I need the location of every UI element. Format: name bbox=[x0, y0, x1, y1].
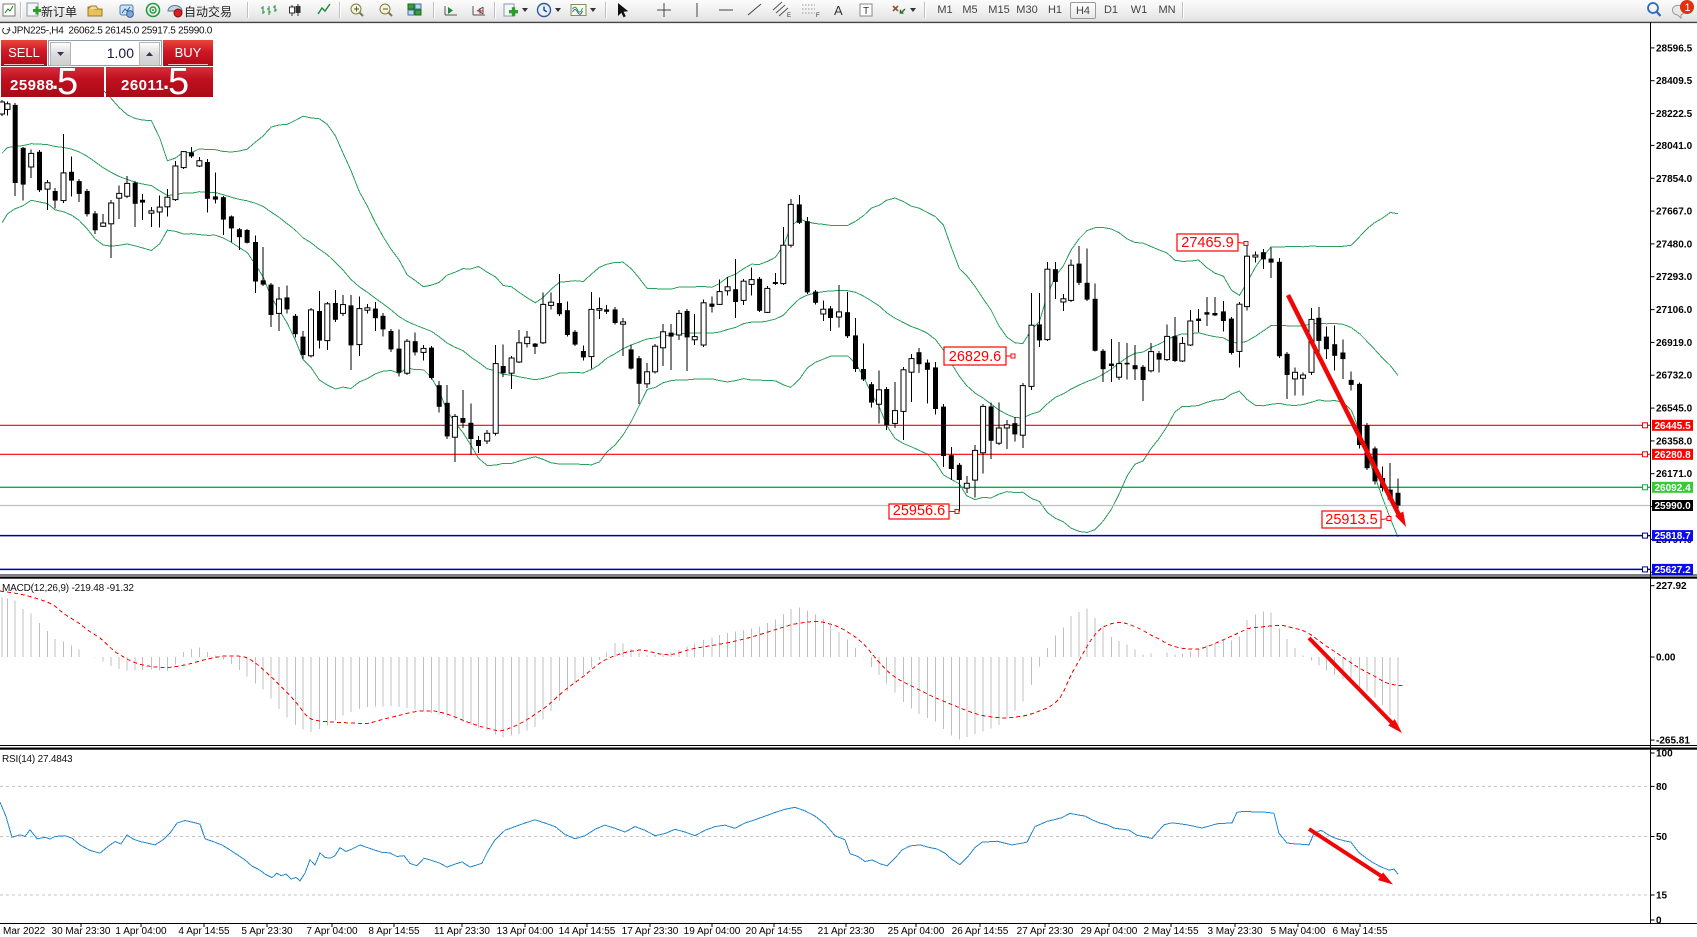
svg-text:5 Apr 23:30: 5 Apr 23:30 bbox=[241, 926, 293, 937]
svg-text:227.92: 227.92 bbox=[1656, 581, 1687, 592]
svg-text:1 Apr 04:00: 1 Apr 04:00 bbox=[115, 926, 167, 937]
svg-text:28222.5: 28222.5 bbox=[1656, 109, 1693, 120]
svg-text:6 May 14:55: 6 May 14:55 bbox=[1332, 926, 1387, 937]
svg-text:0: 0 bbox=[1656, 916, 1662, 927]
svg-text:11 Apr 23:30: 11 Apr 23:30 bbox=[434, 926, 490, 937]
svg-text:27106.0: 27106.0 bbox=[1656, 305, 1693, 316]
svg-text:A: A bbox=[834, 3, 843, 18]
svg-text:21 Apr 23:30: 21 Apr 23:30 bbox=[818, 926, 875, 937]
svg-text:27854.0: 27854.0 bbox=[1656, 174, 1693, 185]
svg-text:5 May 04:00: 5 May 04:00 bbox=[1270, 926, 1325, 937]
svg-text:27667.0: 27667.0 bbox=[1656, 207, 1693, 218]
svg-text:JPN225-,H4 26062.5 26145.0 25: JPN225-,H4 26062.5 26145.0 25917.5 25990… bbox=[12, 26, 213, 37]
svg-text:26092.4: 26092.4 bbox=[1655, 483, 1692, 494]
svg-text:26732.0: 26732.0 bbox=[1656, 371, 1693, 382]
svg-text:T: T bbox=[863, 6, 869, 17]
svg-text:14 Apr 14:55: 14 Apr 14:55 bbox=[559, 926, 616, 937]
svg-text:26545.0: 26545.0 bbox=[1656, 404, 1693, 415]
svg-text:26280.8: 26280.8 bbox=[1655, 450, 1692, 461]
svg-text:27480.0: 27480.0 bbox=[1656, 239, 1693, 250]
svg-text:29 Apr 04:00: 29 Apr 04:00 bbox=[1081, 926, 1138, 937]
svg-text:Mar 2022: Mar 2022 bbox=[3, 926, 46, 937]
svg-text:25956.6: 25956.6 bbox=[893, 503, 945, 519]
svg-text:100: 100 bbox=[1656, 749, 1673, 760]
svg-text:80: 80 bbox=[1656, 782, 1668, 793]
svg-text:F: F bbox=[816, 13, 820, 19]
svg-text:26358.0: 26358.0 bbox=[1656, 436, 1693, 447]
svg-text:2 May 14:55: 2 May 14:55 bbox=[1143, 926, 1198, 937]
svg-text:25818.7: 25818.7 bbox=[1655, 531, 1692, 542]
svg-text:7 Apr 04:00: 7 Apr 04:00 bbox=[306, 926, 358, 937]
svg-text:15: 15 bbox=[1656, 891, 1668, 902]
svg-text:19 Apr 04:00: 19 Apr 04:00 bbox=[684, 926, 741, 937]
svg-text:1: 1 bbox=[1685, 2, 1691, 14]
svg-text:-265.81: -265.81 bbox=[1656, 736, 1690, 747]
svg-text:28596.5: 28596.5 bbox=[1656, 43, 1693, 54]
svg-text:E: E bbox=[787, 13, 791, 19]
svg-text:27 Apr 23:30: 27 Apr 23:30 bbox=[1017, 926, 1074, 937]
svg-text:13 Apr 04:00: 13 Apr 04:00 bbox=[497, 926, 554, 937]
svg-text:20 Apr 14:55: 20 Apr 14:55 bbox=[746, 926, 803, 937]
svg-text:8 Apr 14:55: 8 Apr 14:55 bbox=[368, 926, 420, 937]
svg-text:26171.0: 26171.0 bbox=[1656, 469, 1693, 480]
svg-text:RSI(14) 27.4843: RSI(14) 27.4843 bbox=[2, 754, 73, 765]
svg-text:26 Apr 14:55: 26 Apr 14:55 bbox=[952, 926, 1009, 937]
svg-text:3 May 23:30: 3 May 23:30 bbox=[1207, 926, 1262, 937]
svg-text:26445.5: 26445.5 bbox=[1655, 421, 1692, 432]
svg-text:26829.6: 26829.6 bbox=[949, 349, 1001, 365]
svg-text:4 Apr 14:55: 4 Apr 14:55 bbox=[178, 926, 230, 937]
svg-text:26919.0: 26919.0 bbox=[1656, 338, 1693, 349]
svg-text:30 Mar 23:30: 30 Mar 23:30 bbox=[52, 926, 111, 937]
svg-text:17 Apr 23:30: 17 Apr 23:30 bbox=[622, 926, 679, 937]
svg-text:25 Apr 04:00: 25 Apr 04:00 bbox=[888, 926, 945, 937]
svg-text:0.00: 0.00 bbox=[1656, 653, 1676, 664]
svg-text:25627.2: 25627.2 bbox=[1655, 565, 1692, 576]
svg-text:25913.5: 25913.5 bbox=[1325, 512, 1377, 528]
svg-text:MACD(12,26,9) -219.48 -91.32: MACD(12,26,9) -219.48 -91.32 bbox=[2, 583, 134, 594]
svg-text:27293.0: 27293.0 bbox=[1656, 272, 1693, 283]
svg-text:28041.0: 28041.0 bbox=[1656, 141, 1693, 152]
svg-text:28409.5: 28409.5 bbox=[1656, 76, 1693, 87]
svg-text:27465.9: 27465.9 bbox=[1181, 235, 1233, 251]
svg-text:50: 50 bbox=[1656, 832, 1668, 843]
svg-text:25990.0: 25990.0 bbox=[1655, 501, 1692, 512]
